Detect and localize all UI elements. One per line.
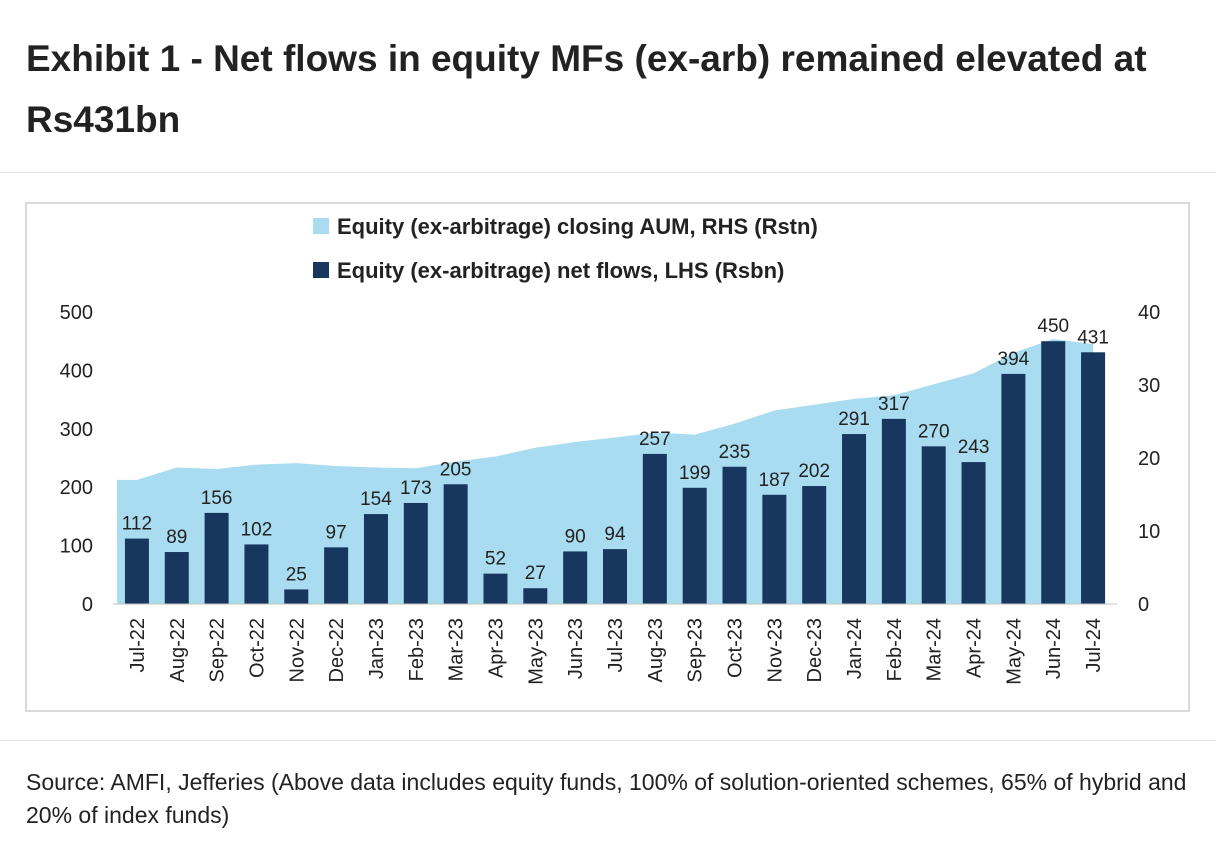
bar-value-label: 205	[440, 459, 472, 480]
x-axis-tick: Jun-24	[1043, 618, 1065, 679]
x-axis-tick: Nov-23	[764, 618, 786, 682]
right-axis-tick: 10	[1138, 521, 1160, 543]
x-axis-tick: Jul-23	[605, 618, 627, 672]
bar-value-label: 317	[878, 394, 910, 415]
x-axis-tick: May-24	[1003, 618, 1025, 685]
x-axis-tick: Dec-23	[804, 618, 826, 682]
bar-net-flows	[881, 418, 906, 604]
bar-net-flows	[802, 486, 827, 604]
chart-svg: Equity (ex-arbitrage) closing AUM, RHS (…	[60, 214, 1161, 685]
x-axis-tick: Apr-24	[964, 618, 986, 678]
bar-net-flows	[244, 544, 269, 604]
bar-value-label: 187	[759, 470, 791, 491]
x-axis-tick: May-23	[525, 618, 547, 685]
x-axis-tick: Dec-22	[326, 618, 348, 682]
bar-net-flows	[363, 514, 388, 604]
page-title: Exhibit 1 - Net flows in equity MFs (ex-…	[26, 38, 1147, 140]
bar-net-flows	[722, 466, 747, 604]
left-axis-tick: 100	[60, 536, 93, 558]
bar-value-label: 257	[639, 429, 671, 450]
bar-net-flows	[204, 512, 229, 604]
right-axis-tick: 30	[1138, 375, 1160, 397]
x-axis-tick: Oct-22	[246, 618, 268, 678]
bar-net-flows	[483, 573, 508, 604]
bar-value-label: 25	[286, 564, 307, 585]
bar-value-label: 27	[525, 563, 546, 584]
bar-net-flows	[1001, 373, 1026, 604]
bar-value-label: 89	[166, 527, 187, 548]
bar-net-flows	[124, 538, 149, 604]
x-axis-tick: Apr-23	[485, 618, 507, 678]
x-axis-tick: Jun-23	[565, 618, 587, 679]
left-axis-tick: 400	[60, 360, 93, 382]
x-axis-tick: Jul-24	[1083, 618, 1105, 672]
legend-swatch-flows	[313, 262, 329, 278]
x-axis-tick: Jan-23	[366, 618, 388, 679]
bar-value-label: 270	[918, 421, 950, 442]
bar-net-flows	[642, 453, 667, 604]
bar-value-label: 199	[679, 463, 711, 484]
bar-net-flows	[403, 502, 428, 604]
bar-net-flows	[1081, 352, 1106, 604]
bar-value-label: 394	[998, 349, 1030, 370]
bar-value-label: 102	[241, 519, 273, 540]
left-axis-tick: 300	[60, 419, 93, 441]
bar-value-label: 97	[326, 522, 347, 543]
bar-value-label: 243	[958, 437, 990, 458]
x-axis-tick: Oct-23	[725, 618, 747, 678]
x-axis-tick: Aug-23	[645, 618, 667, 683]
bar-value-label: 154	[360, 489, 392, 510]
bar-net-flows	[563, 551, 588, 604]
legend-label-aum: Equity (ex-arbitrage) closing AUM, RHS (…	[337, 214, 818, 239]
title-divider	[0, 172, 1216, 173]
bar-value-label: 431	[1077, 327, 1109, 348]
right-axis-tick: 20	[1138, 448, 1160, 470]
right-axis-tick: 40	[1138, 302, 1160, 324]
bar-net-flows	[603, 549, 627, 604]
left-axis-tick: 0	[82, 594, 93, 616]
x-axis-tick: Feb-24	[884, 618, 906, 681]
bar-net-flows	[682, 487, 707, 604]
x-axis-tick: Mar-23	[446, 618, 468, 681]
bar-value-label: 202	[798, 461, 830, 482]
x-axis-tick: Aug-22	[167, 618, 189, 683]
x-axis-tick: Sep-23	[685, 618, 707, 683]
bar-net-flows	[164, 552, 189, 604]
x-axis-tick: Feb-23	[406, 618, 428, 681]
left-axis-tick: 200	[60, 477, 93, 499]
source-note: Source: AMFI, Jefferies (Above data incl…	[26, 769, 1187, 828]
bar-net-flows	[921, 446, 946, 604]
bar-value-label: 112	[122, 514, 152, 535]
source-divider	[0, 740, 1216, 741]
x-axis-tick: Jul-22	[127, 618, 149, 672]
right-axis-tick: 0	[1138, 594, 1149, 616]
legend-label-flows: Equity (ex-arbitrage) net flows, LHS (Rs…	[337, 258, 784, 283]
x-axis-tick: Nov-22	[286, 618, 308, 682]
bar-value-label: 94	[604, 524, 626, 545]
bar-net-flows	[284, 589, 309, 604]
bar-value-label: 156	[201, 488, 233, 509]
bar-value-label: 90	[565, 526, 586, 547]
bar-net-flows	[762, 494, 787, 604]
x-axis-tick: Sep-22	[207, 618, 229, 683]
bar-value-label: 450	[1037, 316, 1069, 337]
bar-value-label: 52	[485, 549, 506, 570]
x-axis-tick: Jan-24	[844, 618, 866, 679]
left-axis-tick: 500	[60, 302, 93, 324]
bar-net-flows	[1041, 341, 1066, 604]
x-axis-tick: Mar-24	[924, 618, 946, 681]
bar-value-label: 235	[719, 442, 751, 463]
bar-net-flows	[523, 588, 548, 604]
bar-net-flows	[961, 462, 986, 604]
bar-net-flows	[324, 547, 349, 604]
bar-net-flows	[842, 434, 867, 604]
bar-net-flows	[443, 484, 468, 604]
legend-swatch-aum	[313, 218, 329, 234]
bar-value-label: 173	[400, 478, 432, 499]
bar-value-label: 291	[838, 409, 870, 430]
